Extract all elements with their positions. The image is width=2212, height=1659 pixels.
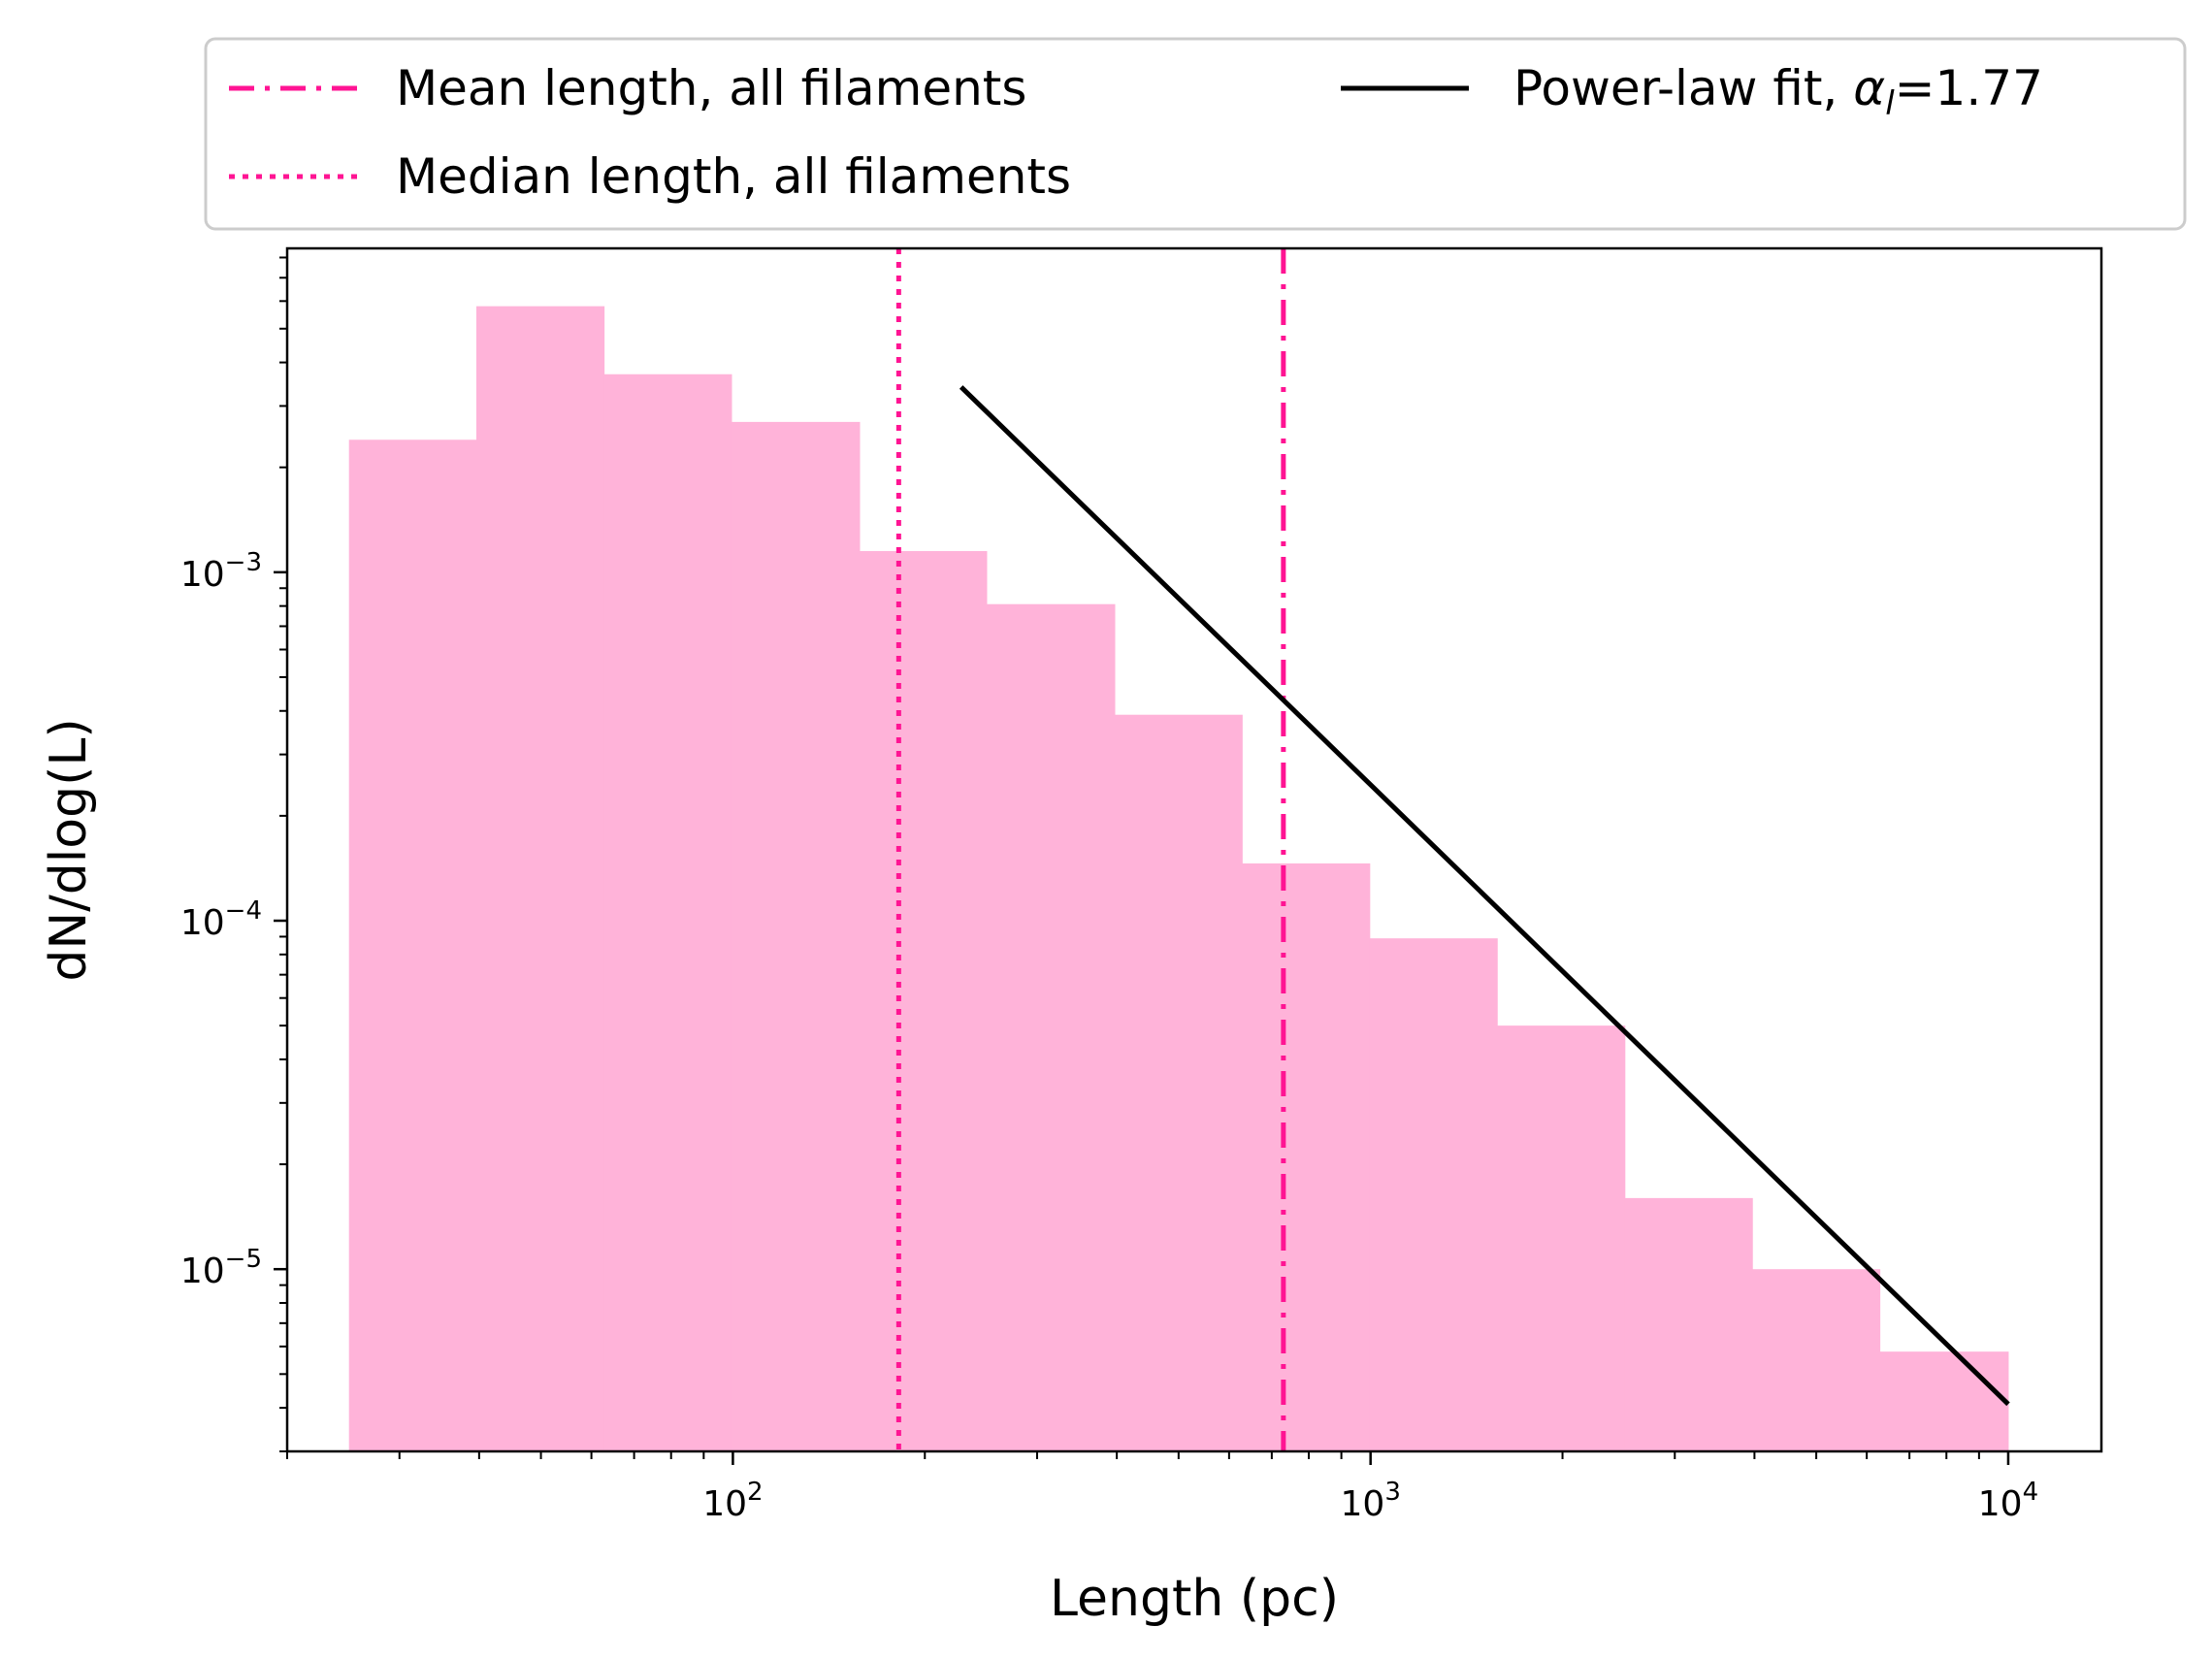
legend-median-label: Median length, all filaments (396, 148, 1071, 205)
y-tick-exponent: −5 (225, 1245, 262, 1274)
power-law-fit-line (959, 385, 2010, 1407)
legend: Mean length, all filaments Median length… (204, 37, 2187, 231)
x-tick-exponent: 2 (747, 1478, 764, 1507)
x-axis-ticks: 102 103 104 (286, 1451, 2038, 1524)
histogram-bar (603, 374, 732, 1451)
y-axis-ticks: 10−510−410−3 (180, 256, 287, 1452)
histogram-bar (1879, 1351, 2009, 1451)
histogram-bar (1114, 714, 1243, 1451)
power-law-fit (959, 385, 2010, 1407)
x-tick-base: 10 (1341, 1484, 1385, 1524)
x-tick-label: 104 (1978, 1478, 2038, 1524)
histogram-bar (1497, 1025, 1626, 1451)
histogram-bar (731, 421, 861, 1452)
y-tick-base: 10 (180, 903, 225, 943)
x-tick-exponent: 4 (2023, 1478, 2039, 1507)
legend-fit-subscript: l (1885, 84, 1895, 123)
plot-frame (285, 246, 2103, 1453)
histogram-bar (1369, 938, 1498, 1451)
y-tick-label: 10−3 (180, 548, 262, 595)
y-tick-exponent: −3 (225, 548, 262, 577)
x-tick-label: 103 (1341, 1478, 1401, 1524)
y-tick-exponent: −4 (225, 896, 262, 926)
y-tick-label: 10−4 (180, 896, 262, 943)
x-tick-base: 10 (702, 1484, 747, 1524)
x-tick-base: 10 (1978, 1484, 2023, 1524)
x-axis-label: Length (pc) (1050, 1570, 1339, 1628)
y-tick-label: 10−5 (180, 1245, 262, 1291)
histogram-bars (348, 306, 2009, 1452)
histogram-bar (348, 439, 477, 1451)
y-tick-base: 10 (180, 555, 225, 595)
histogram-bar (1242, 862, 1371, 1451)
legend-frame (204, 37, 2187, 231)
legend-mean-label: Mean length, all filaments (396, 60, 1026, 116)
histogram-bar (986, 603, 1116, 1451)
y-tick-base: 10 (180, 1252, 225, 1291)
legend-fit-prefix: Power-law fit, (1513, 60, 1853, 116)
y-axis-label: dN/dlog(L) (40, 718, 98, 981)
histogram-bar (859, 551, 988, 1451)
histogram-bar (475, 306, 605, 1451)
x-tick-exponent: 3 (1384, 1478, 1401, 1507)
legend-fit-value: =1.77 (1895, 60, 2043, 116)
legend-fit-symbol: α (1853, 60, 1885, 116)
x-tick-label: 102 (702, 1478, 763, 1524)
reference-lines (895, 248, 1286, 1451)
histogram-bar (1752, 1269, 1881, 1451)
histogram-bar (1624, 1197, 1753, 1451)
legend-fit-label: Power-law fit, αl=1.77 (1513, 60, 2043, 123)
